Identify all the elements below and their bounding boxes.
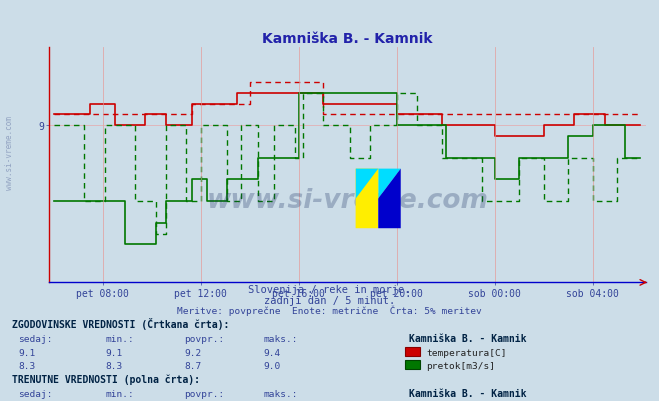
Polygon shape bbox=[378, 169, 401, 229]
Polygon shape bbox=[356, 169, 378, 229]
Text: temperatura[C]: temperatura[C] bbox=[426, 348, 507, 357]
Text: 9.0: 9.0 bbox=[264, 361, 281, 370]
Text: 8.7: 8.7 bbox=[185, 361, 202, 370]
Text: min.:: min.: bbox=[105, 389, 134, 398]
Text: Kamniška B. - Kamnik: Kamniška B. - Kamnik bbox=[409, 333, 526, 343]
Text: Slovenija / reke in morje.: Slovenija / reke in morje. bbox=[248, 285, 411, 295]
Text: povpr.:: povpr.: bbox=[185, 389, 225, 398]
Text: ZGODOVINSKE VREDNOSTI (Črtkana črta):: ZGODOVINSKE VREDNOSTI (Črtkana črta): bbox=[12, 318, 229, 330]
Polygon shape bbox=[378, 169, 401, 199]
Text: maks.:: maks.: bbox=[264, 389, 298, 398]
Text: maks.:: maks.: bbox=[264, 334, 298, 343]
Text: pretok[m3/s]: pretok[m3/s] bbox=[426, 361, 496, 370]
Text: TRENUTNE VREDNOSTI (polna črta):: TRENUTNE VREDNOSTI (polna črta): bbox=[12, 374, 200, 384]
Text: sedaj:: sedaj: bbox=[18, 389, 53, 398]
Text: 8.3: 8.3 bbox=[18, 361, 36, 370]
Text: Kamniška B. - Kamnik: Kamniška B. - Kamnik bbox=[409, 388, 526, 398]
Text: Meritve: povprečne  Enote: metrične  Črta: 5% meritev: Meritve: povprečne Enote: metrične Črta:… bbox=[177, 305, 482, 316]
Text: 9.1: 9.1 bbox=[18, 348, 36, 357]
Text: sedaj:: sedaj: bbox=[18, 334, 53, 343]
Text: min.:: min.: bbox=[105, 334, 134, 343]
Text: www.si-vreme.com: www.si-vreme.com bbox=[207, 188, 488, 214]
Title: Kamniška B. - Kamnik: Kamniška B. - Kamnik bbox=[262, 32, 433, 46]
Text: zadnji dan / 5 minut.: zadnji dan / 5 minut. bbox=[264, 295, 395, 305]
Text: www.si-vreme.com: www.si-vreme.com bbox=[5, 115, 14, 189]
Polygon shape bbox=[356, 169, 378, 199]
Polygon shape bbox=[356, 169, 378, 229]
Text: 9.4: 9.4 bbox=[264, 348, 281, 357]
Text: 8.3: 8.3 bbox=[105, 361, 123, 370]
Text: povpr.:: povpr.: bbox=[185, 334, 225, 343]
Bar bbox=[356, 169, 378, 229]
Text: 9.2: 9.2 bbox=[185, 348, 202, 357]
Text: 9.1: 9.1 bbox=[105, 348, 123, 357]
